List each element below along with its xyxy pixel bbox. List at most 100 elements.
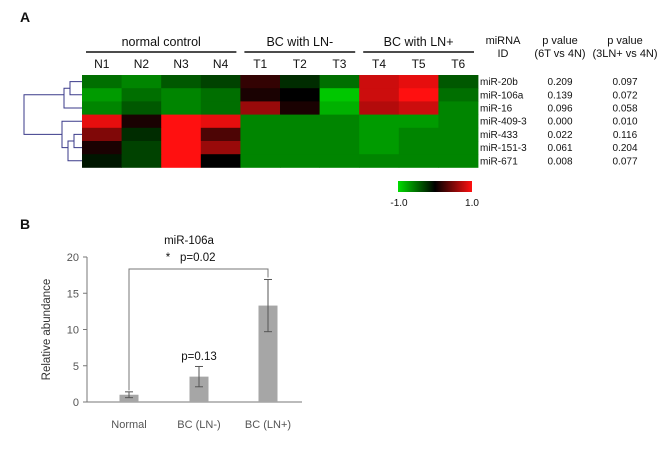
- row-label: miR-106a: [480, 90, 524, 101]
- p-header-line1: p value: [607, 35, 642, 47]
- p-header-line2: (6T vs 4N): [534, 48, 585, 60]
- heatmap-cell: [319, 101, 360, 115]
- group-label: BC with LN+: [384, 35, 454, 49]
- heatmap-cell: [359, 114, 400, 129]
- row-label: miR-409-3: [480, 117, 527, 128]
- heatmap-cell: [319, 154, 360, 168]
- p-value-3ln-vs-4n: 0.204: [612, 143, 637, 154]
- heatmap-cell: [398, 114, 439, 129]
- p-value-3ln-vs-4n: 0.116: [613, 130, 638, 141]
- p-value-6t-vs-4n: 0.139: [547, 90, 572, 101]
- heatmap-cell: [398, 75, 439, 89]
- p-value-6t-vs-4n: 0.061: [547, 143, 572, 154]
- heatmap-cell: [438, 75, 479, 89]
- dendrogram-branch: [23, 94, 64, 135]
- p-value-6t-vs-4n: 0.008: [547, 156, 572, 167]
- heatmap-cell: [240, 154, 281, 168]
- y-tick-label: 0: [73, 397, 79, 409]
- p-value-3ln-vs-4n: 0.010: [612, 117, 637, 128]
- column-label: T5: [412, 57, 426, 71]
- p-value-6t-vs-4n: 0.022: [547, 130, 572, 141]
- p-value-3ln-vs-4n: 0.097: [612, 77, 637, 88]
- column-label: T1: [253, 57, 267, 71]
- heatmap-cell: [438, 154, 479, 168]
- heatmap-cell: [438, 141, 479, 155]
- chart-title: miR-106a: [164, 235, 214, 247]
- column-label: N1: [94, 57, 110, 71]
- heatmap-cell: [438, 114, 479, 129]
- dendrogram-branch: [67, 140, 82, 162]
- heatmap-cell: [121, 88, 162, 102]
- p-header-line2: (3LN+ vs 4N): [592, 48, 657, 60]
- column-label: N2: [134, 57, 150, 71]
- heatmap-cell: [200, 101, 241, 115]
- x-tick-label: BC (LN+): [245, 419, 291, 431]
- heatmap-cell: [200, 88, 241, 102]
- heatmap-cell: [121, 114, 162, 129]
- heatmap-cell: [161, 88, 202, 102]
- heatmap-labels: N1 N2 N3 N4 T1 T2 T3 T4 T5 T6 normal control BC wit…: [86, 35, 658, 167]
- heatmap-cell: [280, 114, 320, 129]
- heatmap-cell: [161, 114, 202, 129]
- bar: [119, 394, 139, 402]
- heatmap-cell: [200, 114, 241, 129]
- column-label: T3: [332, 57, 346, 71]
- heatmap-cell: [161, 154, 202, 168]
- p-value-6t-vs-4n: 0.096: [547, 104, 572, 115]
- heatmap-cell: [200, 141, 241, 155]
- heatmap-cell: [161, 127, 202, 142]
- row-label: miR-20b: [480, 77, 518, 88]
- heatmap-cell: [82, 114, 122, 129]
- column-label: N4: [213, 57, 229, 71]
- heatmap-cell: [82, 141, 122, 155]
- dendrogram-branch: [73, 133, 82, 149]
- heatmap-cell: [280, 141, 320, 155]
- heatmap-cell: [280, 101, 320, 115]
- heatmap-cell: [398, 141, 439, 155]
- heatmap-cell: [359, 127, 400, 142]
- group-label: normal control: [122, 35, 201, 49]
- heatmap-cell: [240, 88, 281, 102]
- heatmap-cell: [161, 141, 202, 155]
- heatmap-cell: [359, 75, 400, 89]
- significance-star: *: [166, 252, 171, 264]
- dendrogram-branch: [69, 81, 82, 96]
- heatmap-cell: [161, 101, 202, 115]
- bar: [258, 305, 278, 402]
- p-value-6t-vs-4n: 0.000: [547, 117, 572, 128]
- heatmap-cell: [280, 88, 320, 102]
- heatmap-cell: [359, 141, 400, 155]
- heatmap-cell: [200, 127, 241, 142]
- heatmap-cell: [200, 154, 241, 168]
- heatmap-cell: [398, 101, 439, 115]
- heatmap-cell: [398, 127, 439, 142]
- y-tick-label: 10: [67, 325, 79, 337]
- p-value-3ln-vs-4n: 0.072: [612, 90, 637, 101]
- y-tick-label: 20: [67, 252, 79, 264]
- colorbar-gradient: [398, 181, 472, 192]
- column-label: T2: [293, 57, 307, 71]
- heatmap-cell: [319, 114, 360, 129]
- heatmap-cell: [359, 88, 400, 102]
- heatmap-cell: [82, 127, 122, 142]
- x-tick-label: Normal: [111, 419, 146, 431]
- heatmap-cell: [121, 154, 162, 168]
- p-value-6t-vs-4n: 0.209: [547, 77, 572, 88]
- heatmap-cell: [359, 101, 400, 115]
- heatmap-cell: [438, 101, 479, 115]
- dendrogram-branch: [63, 87, 82, 109]
- heatmap-cell: [319, 75, 360, 89]
- heatmap-cell: [319, 127, 360, 142]
- column-label: T6: [451, 57, 465, 71]
- p-value-3ln-vs-4n: 0.077: [612, 156, 637, 167]
- p-value-annotation: p=0.13: [181, 351, 217, 363]
- colorbar-max-label: 1.0: [465, 198, 479, 209]
- y-tick-label: 5: [73, 361, 79, 373]
- heatmap: [82, 75, 479, 168]
- row-label: miR-151-3: [480, 143, 527, 154]
- heatmap-cell: [82, 154, 122, 168]
- colorbar-min-label: -1.0: [390, 198, 408, 209]
- heatmap-cell: [121, 101, 162, 115]
- heatmap-cell: [121, 127, 162, 142]
- heatmap-cell: [82, 101, 122, 115]
